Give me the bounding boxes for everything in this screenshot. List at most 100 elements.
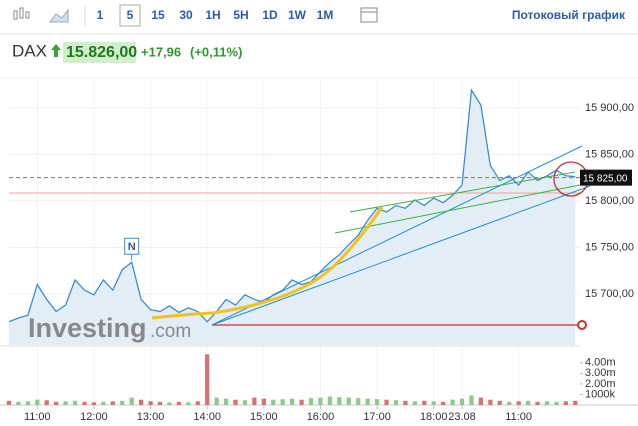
interval-button[interactable]: 1 <box>97 8 104 22</box>
volume-bar <box>356 398 361 405</box>
y-tick-label: 15 800,00 <box>585 195 634 207</box>
y-tick-label: 15 700,00 <box>585 288 634 300</box>
volume-bar <box>167 402 172 405</box>
volume-bar <box>563 401 568 405</box>
volume-bar <box>44 400 49 405</box>
volume-bar <box>573 400 578 405</box>
volume-bar <box>271 399 276 405</box>
symbol: DAX <box>12 41 47 60</box>
channel-line <box>349 171 576 213</box>
volume-bar <box>63 401 68 405</box>
volume-bar <box>384 399 389 405</box>
interval-button[interactable]: 5 <box>127 8 134 22</box>
channel-line <box>334 184 581 234</box>
volume-bar <box>205 354 210 405</box>
volume-bar <box>157 401 163 405</box>
trend-line <box>211 145 583 326</box>
volume-bar <box>535 401 540 405</box>
x-tick-label: 16:00 <box>307 411 335 423</box>
x-tick-label: 15:00 <box>250 411 278 423</box>
interval-button[interactable]: 1D <box>262 8 278 22</box>
x-tick-label: 11:00 <box>24 411 51 423</box>
last-price-box <box>580 169 632 186</box>
volume-bar <box>544 401 550 405</box>
volume-bar <box>450 399 455 405</box>
interval-button[interactable]: 5H <box>233 8 248 22</box>
watermark-suffix: .com <box>150 321 191 342</box>
volume-bar <box>459 398 465 405</box>
change: +17,96 <box>141 44 181 59</box>
trend-line <box>211 185 591 326</box>
volume-bar <box>91 402 97 405</box>
volume-bar <box>101 401 106 405</box>
layout-icon[interactable] <box>360 7 378 23</box>
volume-bar <box>412 401 417 405</box>
volume-bar <box>365 398 370 405</box>
volume-bar <box>120 400 125 405</box>
volume-bar <box>223 398 229 405</box>
x-tick-label: 12:00 <box>80 411 108 423</box>
volume-bar <box>176 401 182 405</box>
volume-bar <box>195 401 200 405</box>
volume-bar <box>139 399 144 405</box>
interval-button[interactable]: 1M <box>317 8 334 22</box>
volume-bar <box>25 401 30 405</box>
x-tick-label: 11:00 <box>505 411 532 423</box>
volume-tick-label: 4.00m <box>585 357 616 369</box>
volume-bar <box>469 395 474 405</box>
interval-button[interactable]: 1H <box>205 8 220 22</box>
volume-bar <box>431 401 436 405</box>
volume-bar <box>35 399 40 405</box>
volume-bar <box>393 400 399 405</box>
volume-bar <box>280 399 285 405</box>
volume-bar <box>186 402 191 405</box>
change-pct: (+0,11%) <box>190 44 242 59</box>
volume-bar <box>497 400 502 405</box>
volume-tick-label: 3.00m <box>585 367 616 379</box>
selected-box <box>119 4 141 27</box>
volume-bar <box>488 399 493 405</box>
volume-bar <box>16 401 21 405</box>
event-box[interactable] <box>124 237 140 255</box>
x-tick-label: 17:00 <box>363 411 391 423</box>
x-tick-label: 23.08 <box>448 411 476 423</box>
handle <box>577 320 587 330</box>
y-tick-label: 15 850,00 <box>585 148 634 160</box>
volume-tick-label: 1000k <box>585 388 615 400</box>
event-label: N <box>128 241 136 253</box>
volume-bar <box>327 396 333 405</box>
volume-bar <box>346 397 351 405</box>
x-tick-label: 18:00 <box>420 411 448 423</box>
volume-bar <box>422 400 427 405</box>
x-tick-label: 13:00 <box>137 411 165 423</box>
stream-chart-link[interactable]: Потоковый график <box>512 8 626 22</box>
volume-bar <box>110 401 115 405</box>
last-price-label: 15 825,00 <box>583 173 628 184</box>
interval-button[interactable]: 30 <box>179 8 193 22</box>
volume-bar <box>82 401 87 405</box>
volume-bar <box>478 397 484 405</box>
volume-bar <box>374 399 380 405</box>
price-area <box>9 90 576 345</box>
candle-icon[interactable] <box>13 7 30 20</box>
interval-button[interactable]: 1W <box>288 8 307 22</box>
volume-bar <box>441 401 446 405</box>
price-line <box>8 88 576 323</box>
volume-bar <box>337 397 342 405</box>
volume-bar <box>252 397 257 405</box>
volume-bar <box>308 398 314 405</box>
interval-button[interactable]: 15 <box>151 8 165 22</box>
volume-bar <box>516 401 521 405</box>
area-icon[interactable] <box>49 8 69 23</box>
volume-bar <box>554 401 559 405</box>
price: 15.826,00 <box>66 44 137 61</box>
volume-bar <box>72 400 78 405</box>
volume-tick-label: 2.00m <box>585 378 616 390</box>
volume-bar <box>318 397 323 405</box>
volume-bar <box>507 401 512 405</box>
volume-bar <box>54 401 59 405</box>
price-box <box>63 42 136 63</box>
y-tick-label: 15 750,00 <box>585 241 634 253</box>
curve-drawing <box>151 206 384 320</box>
